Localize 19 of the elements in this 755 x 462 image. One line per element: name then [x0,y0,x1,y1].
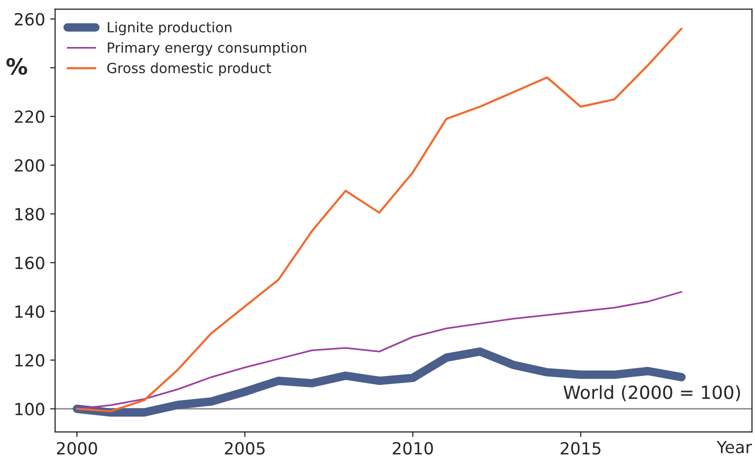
y-tick-label: 220 [14,110,44,124]
y-tick-label: 200 [14,159,44,172]
y-tick-label: 180 [15,208,44,220]
x-tick-label: 2015 [560,442,600,455]
y-tick-label: 120 [15,354,44,367]
y-tick-label: 100 [15,402,44,416]
y-tick-label: 140 [15,305,44,318]
x-axis-title: Year [716,440,752,454]
y-tick-label: 160 [15,256,44,270]
x-tick-label: 2005 [224,442,265,455]
legend-label: Gross domestic product [107,62,272,76]
line-series [76,291,682,410]
legend-label: Lignite production [108,22,232,36]
x-tick-label: 2010 [392,442,433,455]
y-axis-title: % [6,58,28,75]
x-tick-label: 2000 [56,442,98,455]
annotation: World (2000 = 100) [564,385,740,402]
y-tick-label: 260 [14,12,44,26]
legend-label: Primary energy consumption [108,42,306,56]
